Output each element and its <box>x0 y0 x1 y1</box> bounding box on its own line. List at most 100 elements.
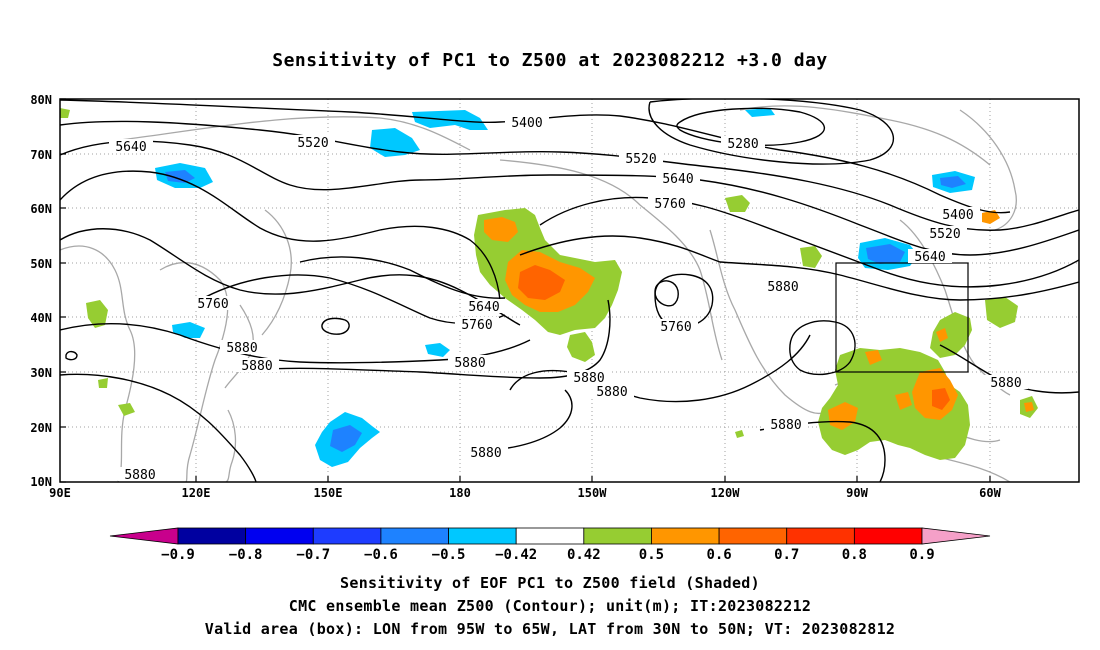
contour-label: 5640 <box>468 300 499 315</box>
colorbar-cell <box>380 527 449 545</box>
shade-pos-4 <box>60 108 70 118</box>
colorbar-cell <box>718 527 788 545</box>
contour-5400-north <box>60 99 1011 214</box>
contour-label: 5400 <box>511 116 542 131</box>
colorbar-cell <box>177 527 247 545</box>
colorbar-cell <box>786 527 855 545</box>
shade-neg-8-core <box>940 176 966 188</box>
shade-pos-13-orange-b <box>828 402 858 430</box>
coast-asia <box>60 245 136 482</box>
contour-label: 5880 <box>226 341 257 356</box>
colorbar-label: 0.7 <box>774 547 799 563</box>
shade-neg-5 <box>425 343 450 357</box>
x-tick-labels: 90E 120E 150E 180 150W 120W 90W 60W <box>49 486 1001 500</box>
y-tick-label: 40N <box>30 311 52 325</box>
y-tick-label: 30N <box>30 366 52 380</box>
contour-label: 5520 <box>297 136 328 151</box>
shade-pos-8 <box>800 246 822 268</box>
y-tick-labels: 80N 70N 60N 50N 40N 30N 20N 10N <box>30 93 52 489</box>
caption-shading: Sensitivity of EOF PC1 to Z500 field (Sh… <box>340 574 760 592</box>
contour-label: 5520 <box>929 227 960 242</box>
contour-5760-small <box>654 280 679 307</box>
colorbar-cell <box>109 527 179 545</box>
sensitivity-shading <box>60 108 1038 467</box>
coast-philippines <box>225 409 237 482</box>
colorbar-cell <box>515 527 585 545</box>
contour-5880-tiny <box>65 350 78 361</box>
chart-title: Sensitivity of PC1 to Z500 at 2023082212… <box>272 50 828 71</box>
colorbar-cell <box>853 527 923 545</box>
contour-5880-high <box>789 320 856 376</box>
shade-pos-13-dark <box>932 388 950 410</box>
contour-label: 5880 <box>573 371 604 386</box>
colorbar-label: −0.5 <box>432 547 466 563</box>
contour-5760-east <box>539 196 1079 288</box>
contour-5880-b <box>519 235 1079 301</box>
y-tick-label: 60N <box>30 202 52 216</box>
colorbar-label: −0.6 <box>364 547 398 563</box>
contour-label: 5640 <box>662 172 693 187</box>
contour-5880-trough <box>489 389 573 451</box>
shade-pos-12 <box>930 312 972 358</box>
contour-label: 5520 <box>625 152 656 167</box>
x-tick-label: 90W <box>846 486 868 500</box>
colorbar-label: 0.42 <box>567 547 601 563</box>
y-tick-label: 80N <box>30 93 52 107</box>
colorbar-cell <box>651 527 720 545</box>
colorbar-label: 0.8 <box>842 547 867 563</box>
x-tick-label: 150W <box>578 486 608 500</box>
colorbar-label: 0.5 <box>639 547 664 563</box>
x-tick-label: 60W <box>979 486 1001 500</box>
contour-label: 5760 <box>660 320 691 335</box>
shade-pos-13-orange-c <box>865 350 882 365</box>
contour-label: 5280 <box>727 137 758 152</box>
contour-5880-south <box>60 373 257 482</box>
shade-neg-4 <box>172 322 205 338</box>
x-tick-label: 120W <box>711 486 741 500</box>
colorbar-cell <box>312 527 382 545</box>
coast-siberia <box>119 116 471 151</box>
coast-na-west <box>709 229 831 415</box>
contour-label: 5880 <box>454 356 485 371</box>
contour-label: 5760 <box>461 318 492 333</box>
contour-label: 5880 <box>470 446 501 461</box>
colorbar-cell <box>448 527 517 545</box>
shade-neg-6-core <box>330 425 362 452</box>
shade-pos-3 <box>86 300 108 328</box>
colorbar-label: −0.42 <box>495 547 537 563</box>
x-tick-label: 180 <box>449 486 471 500</box>
coast-canada-north <box>739 105 991 166</box>
shade-pos-14 <box>735 430 744 438</box>
colorbar-label: −0.9 <box>161 547 195 563</box>
shade-pos-13-orange-d <box>895 392 912 410</box>
map-frame <box>59 98 1080 483</box>
x-tick-label: 120E <box>182 486 211 500</box>
shade-pos-5 <box>98 378 108 388</box>
shade-pos-7 <box>725 195 750 212</box>
shade-pos-12-core <box>936 328 948 342</box>
caption-valid-area: Valid area (box): LON from 95W to 65W, L… <box>204 620 896 638</box>
contour-label: 5760 <box>197 297 228 312</box>
contour-5760-west <box>60 170 501 301</box>
colorbar-label: −0.8 <box>229 547 263 563</box>
y-tick-label: 70N <box>30 148 52 162</box>
contour-label: 5760 <box>654 197 685 212</box>
colorbar: −0.9 −0.8 −0.7 −0.6 −0.5 −0.42 0.42 0.5 0.6 0.7 0.… <box>109 527 991 563</box>
contour-label: 5880 <box>990 376 1021 391</box>
contour-labels: 5400 5520 5640 5280 5520 5640 5760 5400 … <box>109 115 1028 461</box>
contour-5640 <box>60 140 1079 256</box>
shade-pos-2 <box>567 332 595 362</box>
contour-5760-small-w <box>321 317 350 335</box>
colorbar-cell <box>245 527 314 545</box>
shade-pos-6 <box>118 403 135 416</box>
contour-label: 5880 <box>770 418 801 433</box>
contour-5880-pacific <box>249 299 611 379</box>
colorbar-label: 0.6 <box>706 547 731 563</box>
shade-pos-9 <box>985 297 1018 328</box>
coast-asia-east <box>159 261 229 482</box>
contour-label: 5640 <box>914 250 945 265</box>
contour-5280-ring <box>676 107 826 146</box>
coast-greenland <box>959 109 1017 231</box>
colorbar-label: −0.7 <box>296 547 330 563</box>
